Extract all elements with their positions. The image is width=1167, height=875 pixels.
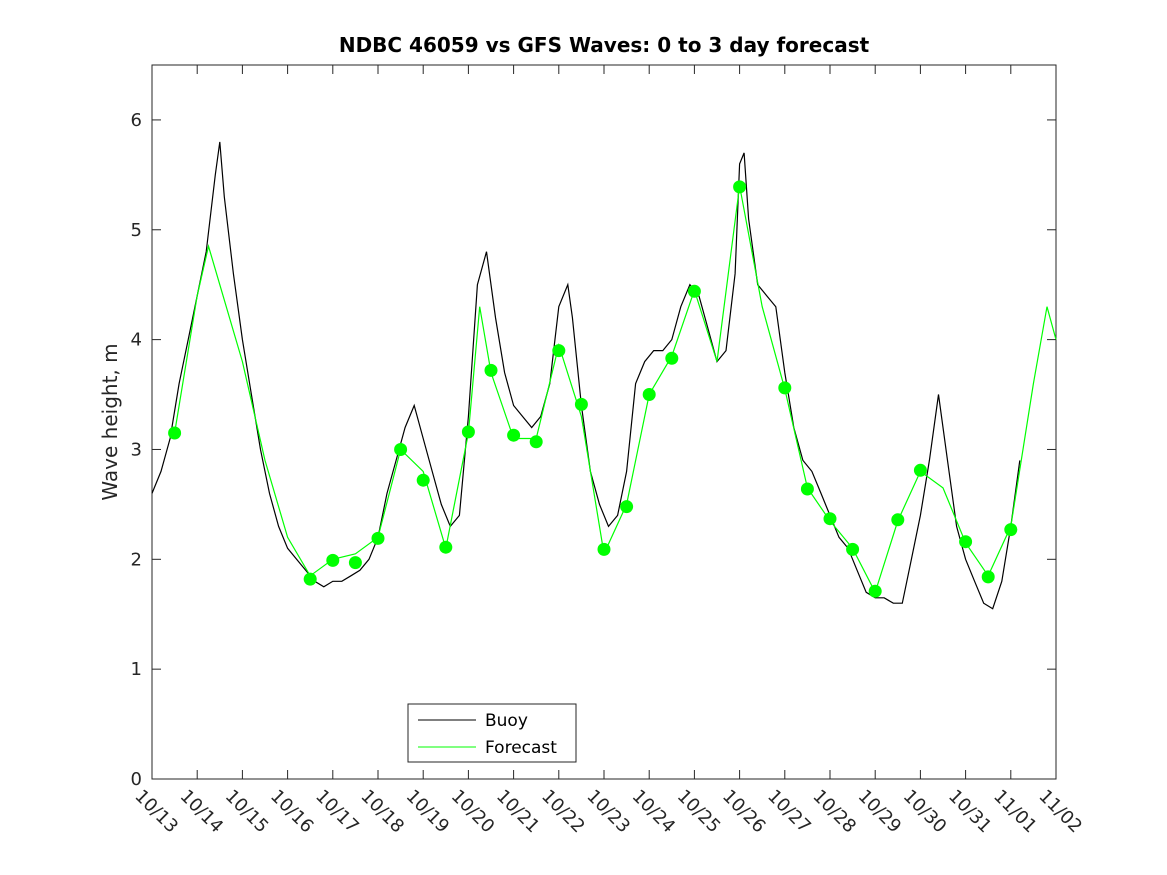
x-tick-label: 11/02 (1034, 786, 1086, 838)
legend-forecast-label: Forecast (485, 738, 557, 758)
x-tick-label: 10/15 (221, 786, 273, 838)
y-tick-label: 3 (131, 439, 142, 460)
forecast-marker-27 (959, 535, 973, 549)
x-tick-label: 10/16 (266, 786, 318, 838)
marker-layer (168, 180, 1018, 598)
x-tick-label: 10/21 (492, 786, 544, 838)
x-tick-label: 10/18 (356, 786, 408, 838)
y-tick-label: 4 (131, 330, 142, 351)
y-tick-label: 5 (131, 220, 142, 241)
forecast-marker-1 (303, 572, 317, 586)
forecast-marker-3 (348, 556, 362, 570)
forecast-marker-14 (597, 542, 611, 556)
x-tick-label: 10/25 (673, 786, 725, 838)
forecast-marker-19 (733, 180, 747, 194)
y-tick-label: 2 (131, 549, 142, 570)
forecast-marker-8 (461, 425, 475, 439)
y-axis-label: Wave height, m (98, 343, 122, 500)
x-tick-label: 10/13 (130, 786, 182, 838)
chart-title: NDBC 46059 vs GFS Waves: 0 to 3 day fore… (339, 33, 870, 57)
forecast-marker-28 (981, 570, 995, 584)
forecast-marker-23 (846, 542, 860, 556)
forecast-marker-17 (665, 351, 679, 365)
legend: Buoy Forecast (407, 703, 577, 763)
forecast-marker-25 (891, 513, 905, 527)
x-tick-label: 10/23 (582, 786, 634, 838)
forecast-marker-2 (326, 553, 340, 567)
legend-box (407, 703, 577, 763)
forecast-marker-0 (168, 426, 182, 440)
y-tick-label: 6 (131, 110, 142, 131)
forecast-marker-9 (484, 363, 498, 377)
forecast-marker-7 (439, 540, 453, 554)
forecast-marker-16 (642, 388, 656, 401)
forecast-marker-18 (687, 284, 701, 298)
forecast-marker-4 (371, 531, 385, 545)
x-tick-label: 10/24 (628, 786, 680, 838)
forecast-marker-11 (529, 435, 543, 449)
forecast-marker-13 (574, 397, 588, 411)
forecast-marker-12 (552, 344, 566, 358)
y-tick-label: 0 (131, 769, 142, 790)
forecast-marker-24 (868, 584, 882, 598)
forecast-marker-15 (620, 500, 634, 514)
forecast-marker-10 (507, 428, 521, 442)
x-tick-label: 10/22 (537, 786, 589, 838)
x-tick-label: 11/01 (989, 786, 1041, 838)
x-tick-label: 10/29 (854, 786, 906, 838)
y-tick-label: 1 (131, 659, 142, 680)
plot-background (151, 64, 1057, 780)
forecast-marker-6 (416, 473, 430, 487)
forecast-marker-5 (394, 443, 408, 456)
x-tick-label: 10/28 (808, 786, 860, 838)
x-tick-label: 10/17 (311, 786, 363, 838)
x-tick-label: 10/14 (176, 786, 228, 838)
forecast-marker-20 (778, 381, 792, 395)
x-tick-label: 10/27 (763, 786, 815, 838)
forecast-marker-29 (1004, 523, 1018, 537)
x-tick-label: 10/26 (718, 786, 770, 838)
legend-buoy-label: Buoy (485, 711, 528, 731)
forecast-marker-21 (800, 482, 814, 496)
x-tick-label: 10/20 (447, 786, 499, 838)
forecast-marker-22 (823, 512, 837, 526)
x-tick-label: 10/19 (402, 786, 454, 838)
x-tick-label: 10/31 (944, 786, 996, 838)
x-tick-label: 10/30 (899, 786, 951, 838)
forecast-marker-26 (913, 463, 927, 477)
